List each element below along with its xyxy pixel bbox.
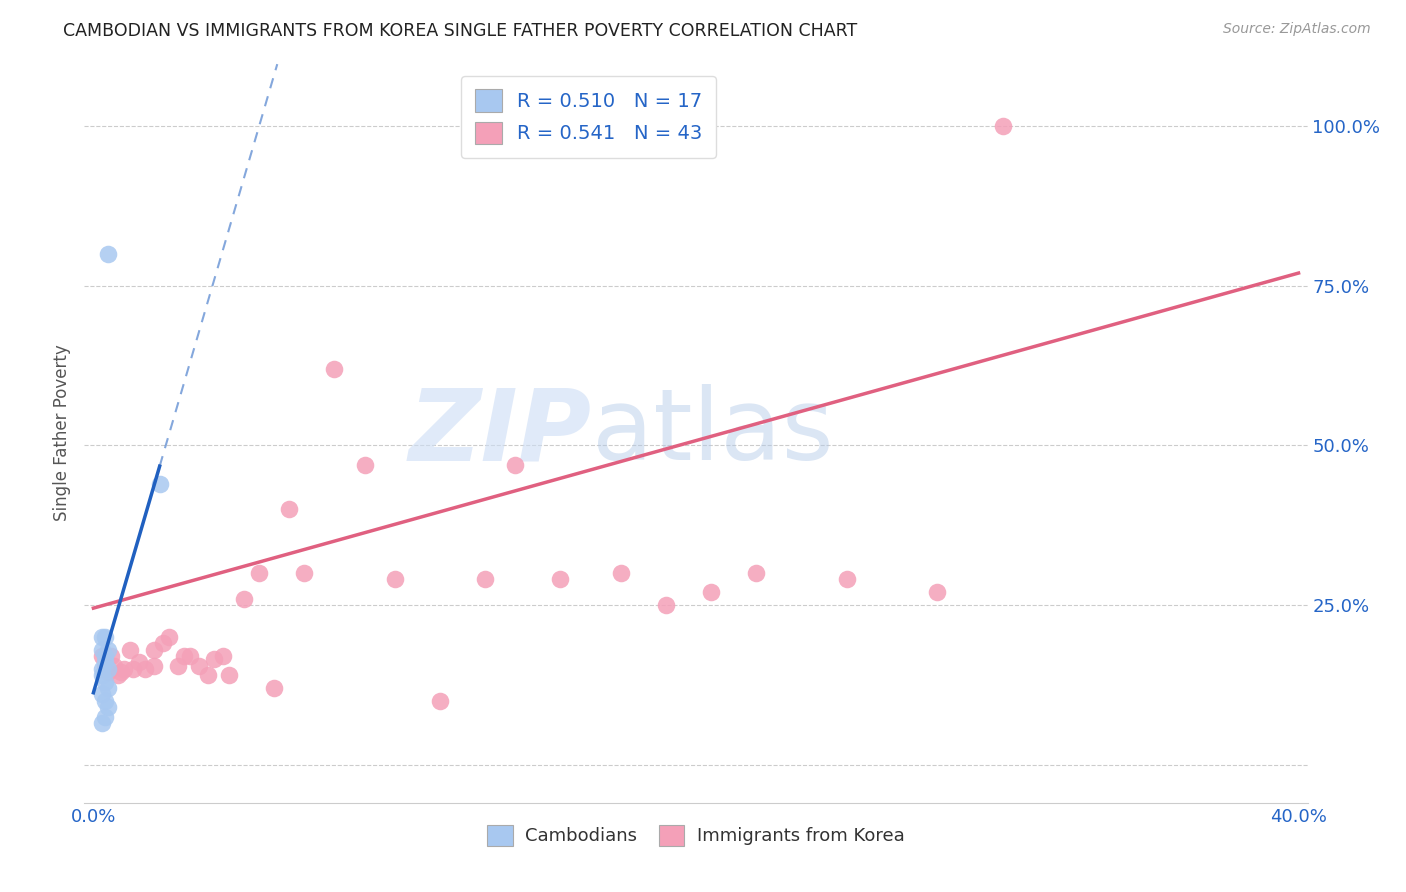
- Point: [179, 648, 201, 663]
- Point: [323, 361, 346, 376]
- Point: [212, 648, 235, 663]
- Text: Source: ZipAtlas.com: Source: ZipAtlas.com: [1223, 22, 1371, 37]
- Point: [925, 585, 948, 599]
- Point: [142, 658, 165, 673]
- Point: [197, 668, 219, 682]
- Point: [97, 247, 120, 261]
- Point: [993, 120, 1015, 134]
- Point: [745, 566, 768, 580]
- Point: [94, 674, 117, 689]
- Point: [91, 716, 114, 731]
- Point: [263, 681, 285, 695]
- Point: [503, 458, 526, 472]
- Point: [94, 656, 117, 670]
- Point: [94, 709, 117, 723]
- Point: [157, 630, 180, 644]
- Point: [91, 648, 114, 663]
- Point: [233, 591, 256, 606]
- Point: [94, 630, 117, 644]
- Point: [166, 658, 188, 673]
- Point: [112, 662, 135, 676]
- Point: [149, 476, 172, 491]
- Point: [142, 642, 165, 657]
- Point: [91, 630, 114, 644]
- Point: [91, 662, 114, 676]
- Point: [97, 642, 120, 657]
- Text: CAMBODIAN VS IMMIGRANTS FROM KOREA SINGLE FATHER POVERTY CORRELATION CHART: CAMBODIAN VS IMMIGRANTS FROM KOREA SINGL…: [63, 22, 858, 40]
- Y-axis label: Single Father Poverty: Single Father Poverty: [53, 344, 72, 521]
- Text: ZIP: ZIP: [409, 384, 592, 481]
- Point: [202, 652, 225, 666]
- Point: [247, 566, 270, 580]
- Point: [474, 573, 496, 587]
- Point: [292, 566, 315, 580]
- Point: [152, 636, 174, 650]
- Point: [107, 668, 129, 682]
- Point: [353, 458, 375, 472]
- Point: [110, 665, 132, 679]
- Point: [700, 585, 723, 599]
- Point: [218, 668, 240, 682]
- Point: [91, 668, 114, 682]
- Point: [91, 687, 114, 701]
- Point: [97, 681, 120, 695]
- Point: [91, 642, 114, 657]
- Text: atlas: atlas: [592, 384, 834, 481]
- Point: [128, 656, 150, 670]
- Point: [550, 573, 572, 587]
- Point: [97, 700, 120, 714]
- Point: [609, 566, 631, 580]
- Point: [103, 658, 125, 673]
- Legend: Cambodians, Immigrants from Korea: Cambodians, Immigrants from Korea: [477, 814, 915, 856]
- Point: [94, 658, 117, 673]
- Point: [97, 665, 120, 679]
- Point: [278, 502, 301, 516]
- Point: [655, 598, 678, 612]
- Point: [384, 573, 406, 587]
- Point: [121, 662, 143, 676]
- Point: [835, 573, 858, 587]
- Point: [187, 658, 209, 673]
- Point: [173, 648, 195, 663]
- Point: [100, 648, 122, 663]
- Point: [134, 662, 156, 676]
- Point: [118, 642, 141, 657]
- Point: [429, 694, 451, 708]
- Point: [97, 662, 120, 676]
- Point: [94, 648, 117, 663]
- Point: [94, 694, 117, 708]
